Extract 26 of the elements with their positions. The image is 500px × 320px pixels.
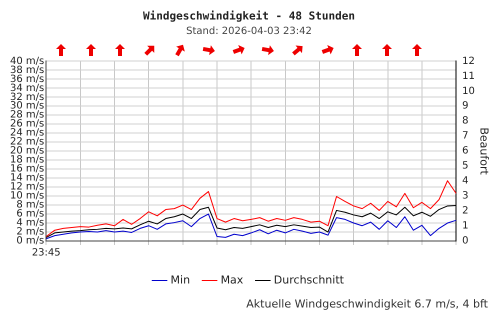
y2-tick-label: 3 (462, 190, 468, 202)
chart-subtitle: Stand: 2026-04-03 23:42 (186, 26, 312, 37)
text: Aktuelle Windgeschwindigkeit 6.7 m/s, 4 bft (246, 297, 489, 310)
y2-tick-label: 6 (462, 146, 468, 157)
y2-tick-label: 9 (462, 100, 468, 112)
y-tick-label: 40 m/s (10, 56, 44, 67)
y2-tick-label: 10 (462, 86, 475, 97)
legend-label: Max (220, 273, 244, 286)
y-tick-label: 34 m/s (10, 82, 44, 94)
y2-tick-label: 12 (462, 56, 475, 67)
y2-tick-label: 7 (462, 130, 468, 142)
y2-tick-label: 5 (462, 160, 468, 172)
y2-tick-label: 4 (462, 176, 468, 187)
y-tick-label: 0 m/s (16, 236, 44, 247)
y2-tick-label: 2 (462, 206, 468, 217)
y2-tick-label: 11 (462, 70, 475, 82)
legend-label: Durchschnitt (274, 273, 345, 286)
x-tick-label: 23:45 (32, 248, 61, 259)
y2-axis-title: Beaufort (478, 127, 491, 176)
y2-tick-label: 0 (462, 236, 468, 247)
y2-tick-label: 1 (462, 220, 468, 232)
y2-tick-label: 8 (462, 116, 468, 127)
y-tick-label: 36 m/s (10, 74, 44, 85)
chart-title: Windgeschwindigkeit - 48 Stunden (143, 9, 355, 22)
legend-label: Min (170, 273, 190, 286)
y-tick-label: 38 m/s (10, 64, 44, 76)
